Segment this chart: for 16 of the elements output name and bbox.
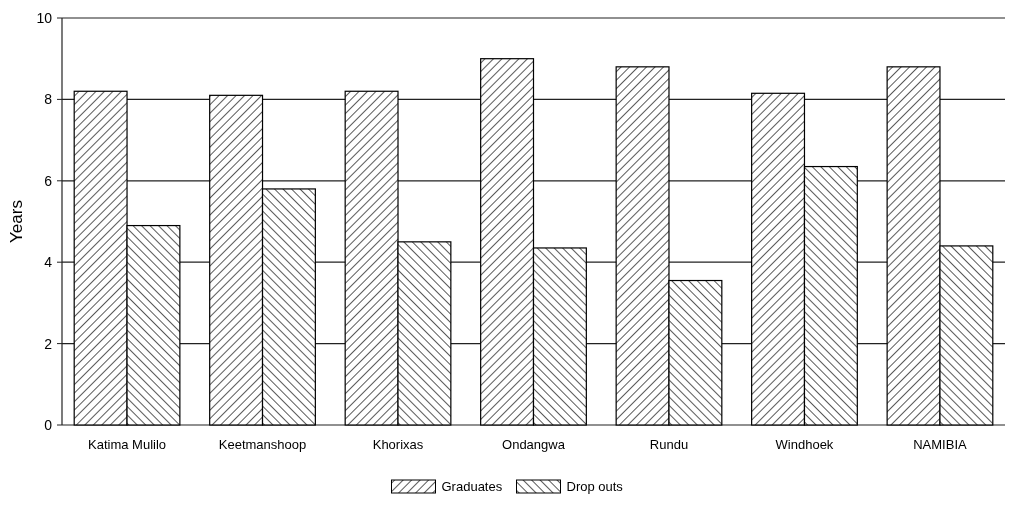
y-tick-label: 2 <box>44 335 53 352</box>
x-tick-label: Khorixas <box>372 437 424 452</box>
legend-label: Graduates <box>441 479 503 494</box>
x-tick-label: Keetmanshoop <box>218 437 307 452</box>
y-tick-label: 6 <box>44 172 53 189</box>
y-tick-label: 8 <box>44 91 53 108</box>
y-axis-title: Years <box>7 200 26 243</box>
x-tick-label: Ondangwa <box>502 437 566 452</box>
x-tick-label: NAMIBIA <box>913 437 968 452</box>
y-tick-label: 0 <box>44 416 53 433</box>
legend-label: Drop outs <box>566 479 624 494</box>
x-tick-label: Windhoek <box>775 437 834 452</box>
x-tick-label: Rundu <box>649 437 689 452</box>
y-tick-label: 4 <box>44 254 53 271</box>
y-tick-label: 10 <box>36 9 53 26</box>
x-tick-label: Katima Mulilo <box>88 437 167 452</box>
